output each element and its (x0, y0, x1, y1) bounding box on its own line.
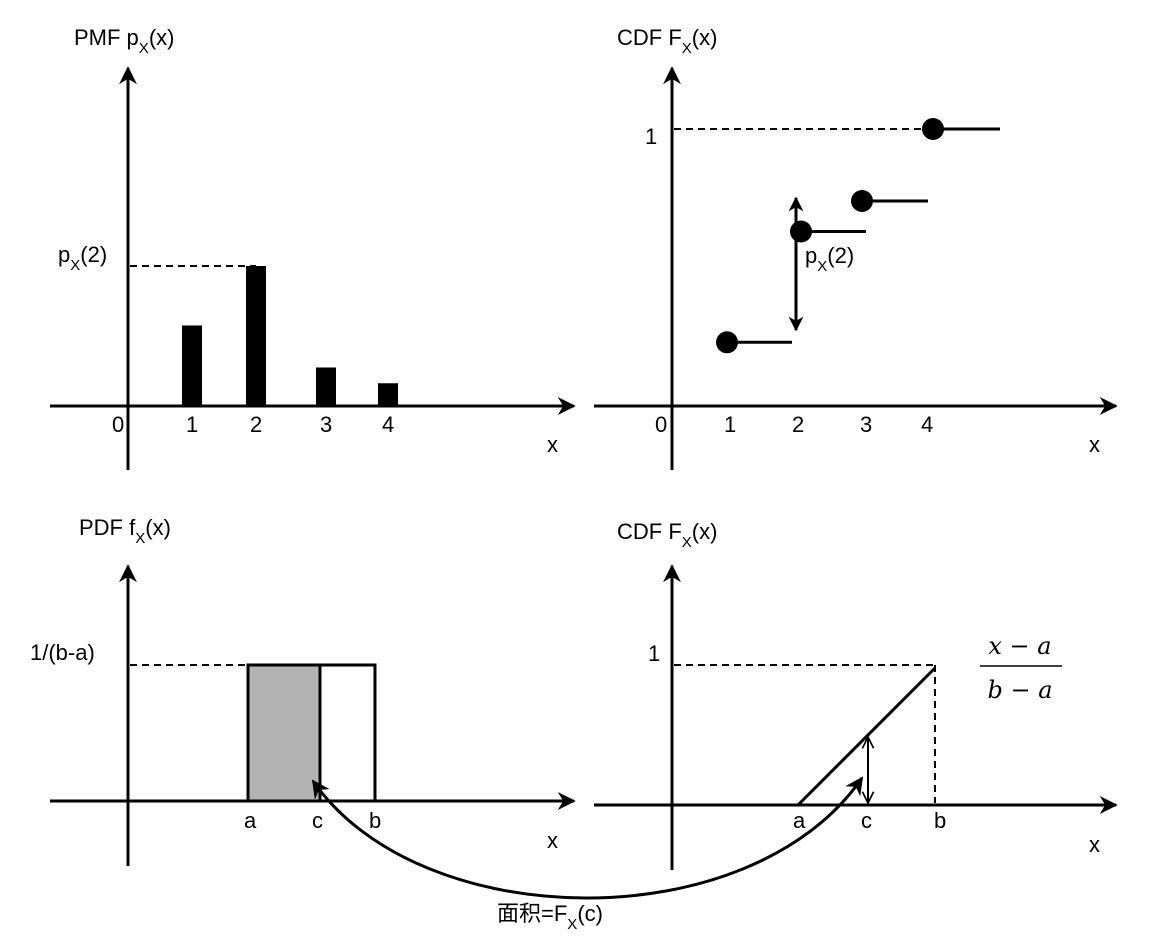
pmf-x-label: x (547, 432, 558, 457)
cdf-continuous-tick-b: b (934, 808, 946, 833)
cdf-discrete-panel: CDF FX(x) 1 0 pX(2) 1 2 3 4 x (594, 25, 1118, 470)
cdf-discrete-steps (716, 118, 1000, 354)
cdf-step-point (790, 220, 812, 243)
pmf-bar (246, 266, 266, 406)
cdf-continuous-formula: x − a b − a (980, 632, 1062, 704)
cdf-tick-label: 3 (860, 412, 872, 437)
cdf-discrete-jump-label: pX(2) (805, 243, 854, 275)
pmf-panel: PMF pX(x) pX(2) 0 1 2 3 4 x (50, 25, 576, 470)
cdf-discrete-origin: 0 (655, 412, 667, 437)
area-caption: 面积=FX(c) (497, 901, 603, 933)
cdf-continuous-ramp (796, 666, 937, 807)
cdf-continuous-tick-a: a (793, 808, 806, 833)
cdf-continuous-tick-c: c (861, 808, 872, 833)
pdf-tick-b: b (369, 808, 381, 833)
pmf-bar (316, 367, 336, 406)
cdf-continuous-x-label: x (1089, 832, 1100, 857)
pmf-y-label: pX(2) (58, 242, 107, 274)
cdf-step-point (851, 190, 873, 213)
pdf-uniform-rect (246, 663, 377, 803)
cdf-tick-label: 2 (792, 412, 804, 437)
cdf-tick-label: 1 (724, 412, 736, 437)
cdf-discrete-x-label: x (1089, 432, 1100, 457)
cdf-continuous-panel: CDF FX(x) 1 a c b x x − a b − a (594, 519, 1118, 870)
pdf-panel: PDF fX(x) 1/(b-a) a c b x (30, 515, 576, 866)
cdf-continuous-y-one: 1 (648, 641, 660, 666)
pmf-bars (182, 266, 398, 406)
cdf-discrete-title: CDF FX(x) (617, 25, 717, 57)
pdf-tick-c: c (312, 808, 323, 833)
pdf-y-label: 1/(b-a) (30, 640, 95, 665)
pmf-tick-label: 3 (320, 412, 332, 437)
formula-numerator: x − a (988, 632, 1051, 660)
area-link-arrow (311, 776, 864, 900)
pdf-title: PDF fX(x) (79, 515, 171, 547)
pmf-origin: 0 (112, 412, 124, 437)
formula-denominator: b − a (987, 676, 1052, 704)
pdf-shaded-area (246, 663, 322, 803)
cdf-discrete-ticks: 1 2 3 4 (724, 412, 933, 437)
pdf-tick-a: a (244, 808, 257, 833)
cdf-step-point (922, 118, 944, 140)
pdf-x-label: x (547, 828, 558, 853)
pmf-bar (182, 325, 202, 406)
cdf-discrete-y-one: 1 (645, 124, 657, 149)
pmf-ticks: 1 2 3 4 (186, 412, 394, 437)
pmf-tick-label: 4 (382, 412, 394, 437)
cdf-continuous-title: CDF FX(x) (617, 519, 717, 551)
cdf-step-point (716, 331, 738, 354)
pmf-bar (378, 383, 398, 406)
pmf-tick-label: 2 (250, 412, 262, 437)
pmf-title: PMF pX(x) (74, 25, 174, 57)
cdf-tick-label: 4 (921, 412, 933, 437)
pmf-tick-label: 1 (186, 412, 198, 437)
